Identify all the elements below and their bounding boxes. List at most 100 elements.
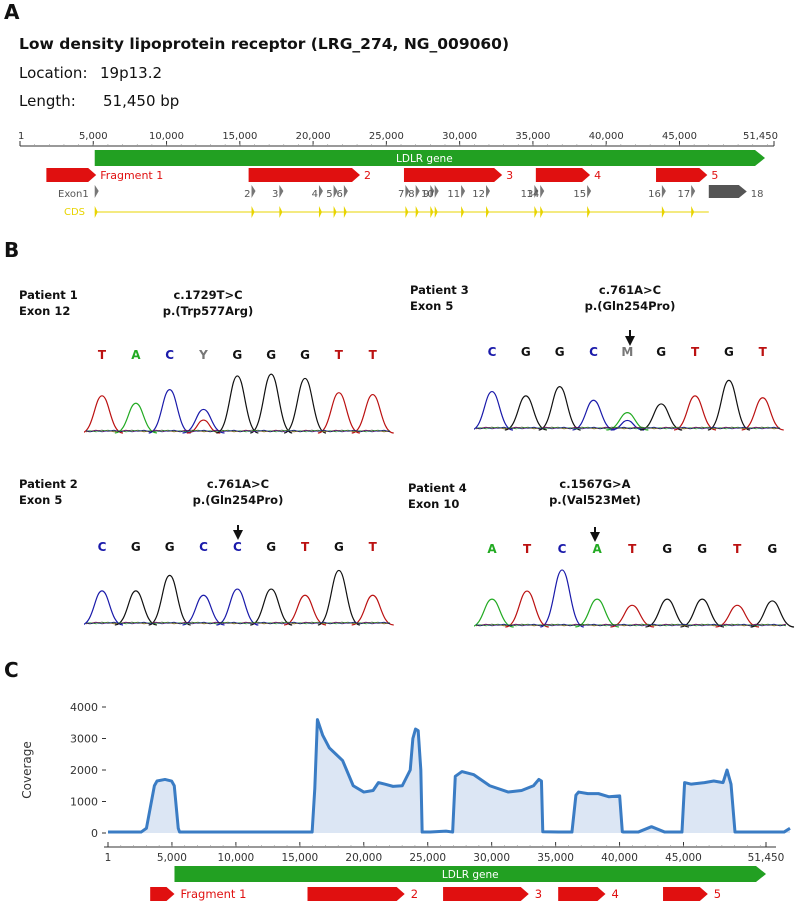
panel-label-b: B <box>4 238 20 262</box>
mutation-arrowhead <box>233 530 243 540</box>
coverage-x-tick-label: 25,000 <box>409 852 446 864</box>
base-call: T <box>759 345 768 359</box>
base-call: C <box>98 540 107 554</box>
fragment-label: Fragment 1 <box>100 169 163 182</box>
patient-info: Patient 3 Exon 5 <box>410 282 469 314</box>
base-call: G <box>662 542 672 556</box>
exon-marker <box>405 185 410 198</box>
base-call: T <box>335 348 344 362</box>
trace-peak <box>182 594 225 626</box>
base-call: T <box>691 345 700 359</box>
patient-name: Patient 4 <box>408 481 467 495</box>
exon-number: 8 <box>408 189 414 200</box>
cds-marker <box>251 206 255 218</box>
trace-peak <box>505 590 549 628</box>
fragment-label: 2 <box>364 169 371 182</box>
cds-marker <box>691 206 695 218</box>
coverage-y-tick-label: 4000 <box>70 701 98 714</box>
exon-number: 2 <box>244 189 250 200</box>
ldlr-gene-arrow <box>94 150 766 166</box>
base-call: C <box>589 345 598 359</box>
patient-info: Patient 4 Exon 10 <box>408 480 467 512</box>
exon-number: 1 <box>82 189 88 200</box>
exon-marker <box>661 185 666 198</box>
trace-peak <box>182 408 225 434</box>
gene-map-cds: CDS <box>64 206 709 218</box>
gene-map-tick-label: 45,000 <box>662 131 697 142</box>
patient-exon: Exon 5 <box>410 299 454 313</box>
cdna-change: c.1729T>C <box>173 288 243 302</box>
gene-title: Low density lipoprotein receptor (LRG_27… <box>19 35 510 53</box>
trace-baseline <box>475 623 787 627</box>
trace-peak <box>474 390 514 431</box>
trace-peak <box>741 397 784 431</box>
exon-number: 17 <box>677 189 690 200</box>
coverage-x-tick-label: 30,000 <box>473 852 510 864</box>
protein-change: p.(Trp577Arg) <box>162 304 254 318</box>
coverage-x-tick-label: 5,000 <box>157 852 187 864</box>
exon-marker <box>343 185 348 198</box>
protein-change: p.(Gln254Pro) <box>192 493 284 507</box>
base-call: Y <box>198 348 208 362</box>
protein-change: p.(Gln254Pro) <box>584 299 676 313</box>
trace-peak <box>572 399 615 431</box>
ldlr-gene-label: LDLR gene <box>396 153 453 165</box>
patient-info: Patient 2 Exon 5 <box>19 476 78 508</box>
coverage-y-tick-label: 2000 <box>70 764 98 777</box>
base-call: G <box>697 542 707 556</box>
protein-change: p.(Val523Met) <box>549 493 641 507</box>
exon-number: 18 <box>751 189 764 200</box>
gene-map-tick-label: 40,000 <box>589 131 624 142</box>
base-call: T <box>369 348 378 362</box>
coverage-x-tick-label: 20,000 <box>345 852 382 864</box>
fragment-arrow <box>46 168 97 182</box>
coverage-x-tick-label: 45,000 <box>665 852 702 864</box>
base-call: T <box>98 348 107 362</box>
trace-peak <box>250 588 293 626</box>
cds-marker <box>661 206 665 218</box>
length-label: Length: <box>19 92 76 110</box>
base-call: G <box>656 345 666 359</box>
base-call: G <box>334 540 344 554</box>
trace-peak <box>640 403 683 431</box>
base-call: G <box>521 345 531 359</box>
cdna-change: c.761A>C <box>206 477 270 491</box>
trace-peak <box>84 395 124 434</box>
gene-map-tick-label: 25,000 <box>369 131 404 142</box>
gene-map-tick-label: 10,000 <box>149 131 184 142</box>
exon-marker <box>691 185 696 198</box>
coverage-fragment-arrow <box>558 887 606 901</box>
coverage-y-tick-label: 1000 <box>70 796 98 809</box>
exon-number: 15 <box>573 189 586 200</box>
gene-map-fragments: Fragment 1 2 3 4 5 <box>46 168 718 182</box>
patient-name: Patient 2 <box>19 477 78 491</box>
coverage-gene-arrow <box>174 866 767 882</box>
cds-marker <box>415 206 419 218</box>
trace-peak <box>606 412 649 431</box>
trace-peak <box>673 395 717 431</box>
base-call: T <box>628 542 637 556</box>
trace-peak <box>148 388 191 434</box>
trace-peak <box>114 590 157 626</box>
exon-marker <box>415 185 420 198</box>
cds-marker <box>430 206 434 218</box>
base-call: G <box>266 348 276 362</box>
trace-peak <box>84 590 124 626</box>
mutation-label: c.1567G>A p.(Val523Met) <box>515 476 675 508</box>
mutation-label: c.761A>C p.(Gln254Pro) <box>550 282 710 314</box>
trace-peak <box>317 392 361 434</box>
gene-map-tick-label: 5,000 <box>79 131 108 142</box>
coverage-y-tick-label: 0 <box>91 827 98 840</box>
base-call: T <box>523 542 532 556</box>
cds-marker <box>540 206 544 218</box>
base-call: C <box>233 540 242 554</box>
exon-marker <box>540 185 545 198</box>
cds-marker <box>405 206 409 218</box>
base-call: C <box>558 542 567 556</box>
cds-marker <box>461 206 465 218</box>
fragment-label: 5 <box>711 169 718 182</box>
trace-peak <box>680 598 725 628</box>
